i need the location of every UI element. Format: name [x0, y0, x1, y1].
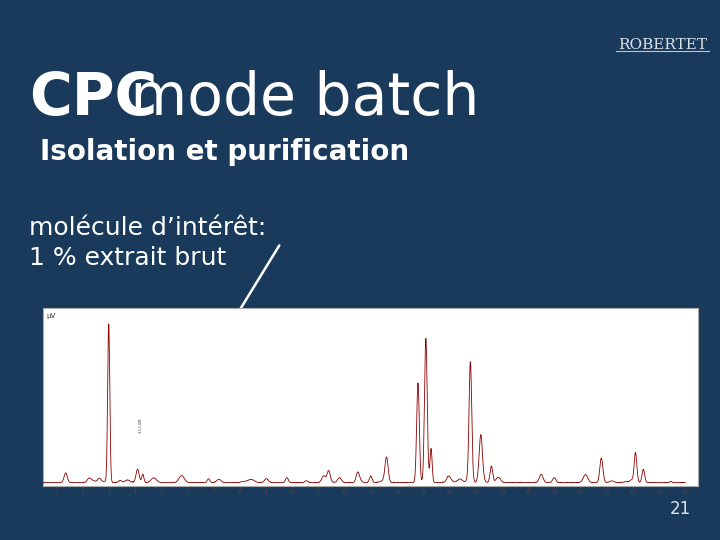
Text: mode batch: mode batch — [112, 70, 479, 127]
Text: 3,3,1,0M: 3,3,1,0M — [139, 417, 143, 433]
Text: CPC: CPC — [29, 70, 157, 127]
Text: 21: 21 — [670, 501, 691, 518]
Text: ROBERTET: ROBERTET — [618, 38, 707, 52]
Text: 1 % extrait brut: 1 % extrait brut — [29, 246, 226, 269]
Text: Isolation et purification: Isolation et purification — [40, 138, 409, 166]
Text: molécule d’intérêt:: molécule d’intérêt: — [29, 216, 266, 240]
Text: µV: µV — [47, 313, 55, 319]
